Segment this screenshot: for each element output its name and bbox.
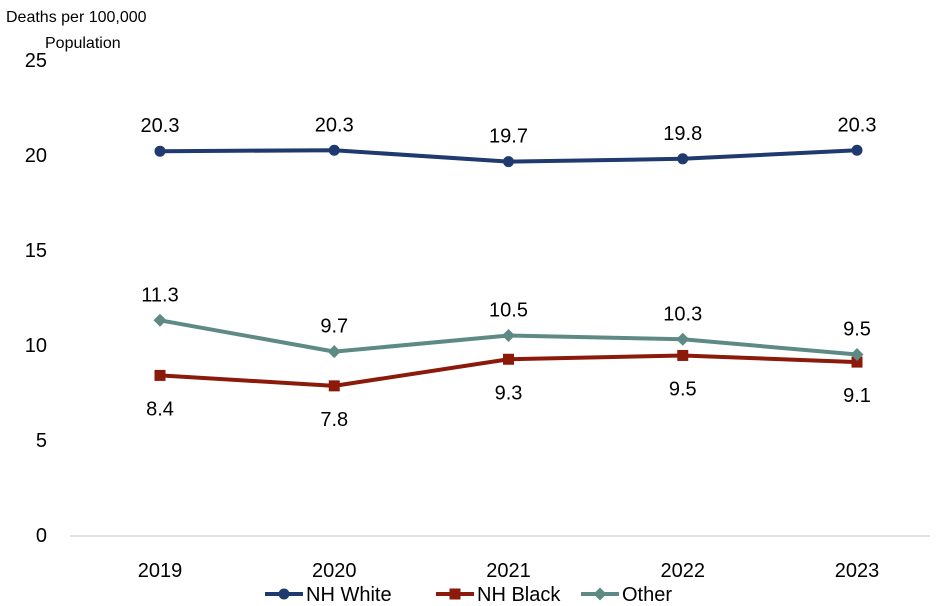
y-axis-label-line-2: Population xyxy=(45,35,121,52)
x-tick-label-2021: 2021 xyxy=(486,560,531,582)
legend-marker-nh-white xyxy=(278,588,290,600)
point-nh-black-2021 xyxy=(503,353,514,365)
series-layer xyxy=(153,144,864,392)
x-tick-label-2022: 2022 xyxy=(661,560,706,582)
legend-marker-other xyxy=(593,587,607,601)
data-label-other-2022: 10.3 xyxy=(663,303,702,325)
legend-item-nh-black: NH Black xyxy=(436,584,561,606)
point-nh-black-2022 xyxy=(677,349,689,361)
point-nh-black-2023 xyxy=(851,356,863,368)
x-tick-label-2020: 2020 xyxy=(312,560,357,582)
data-label-nh-white-2023: 20.3 xyxy=(838,114,877,136)
x-tick-label-2019: 2019 xyxy=(138,560,183,582)
legend-item-other: Other xyxy=(581,584,672,606)
data-label-other-2021: 10.5 xyxy=(489,300,528,322)
data-label-nh-white-2021: 19.7 xyxy=(489,126,528,148)
data-label-nh-black-2020: 7.8 xyxy=(320,409,348,431)
point-nh-white-2023 xyxy=(851,144,863,156)
y-tick-label-15: 15 xyxy=(25,240,47,262)
data-labels: 20.3 20.3 19.7 19.8 20.3 8.4 7.8 9.3 9.5 9.1 11.3 9… xyxy=(141,114,877,431)
legend-label-other: Other xyxy=(622,584,672,606)
data-label-other-2020: 9.7 xyxy=(320,316,348,338)
point-nh-black-2019 xyxy=(154,369,166,381)
x-tick-labels: 2019 2020 2021 2022 2023 xyxy=(138,560,880,582)
point-nh-white-2022 xyxy=(677,153,689,165)
y-tick-label-5: 5 xyxy=(36,430,47,452)
point-nh-white-2019 xyxy=(154,145,166,157)
series-nh-white xyxy=(154,144,863,168)
data-label-nh-black-2023: 9.1 xyxy=(843,385,871,407)
point-nh-white-2021 xyxy=(503,156,514,168)
point-other-2022 xyxy=(676,332,690,346)
y-tick-labels: 0 5 10 15 20 25 xyxy=(25,50,47,547)
data-label-nh-white-2022: 19.8 xyxy=(663,123,702,145)
point-other-2020 xyxy=(327,345,341,359)
point-other-2019 xyxy=(153,313,167,327)
point-other-2023 xyxy=(850,348,864,361)
legend: NH White NH Black Other xyxy=(265,584,672,606)
y-axis-label: Deaths per 100,000 Population xyxy=(6,9,147,52)
data-label-nh-white-2019: 20.3 xyxy=(141,115,180,137)
point-nh-white-2020 xyxy=(328,144,340,156)
y-tick-label-0: 0 xyxy=(36,525,47,547)
x-tick-label-2023: 2023 xyxy=(835,560,880,582)
series-other xyxy=(153,313,864,361)
legend-marker-nh-black xyxy=(449,588,461,600)
legend-label-nh-white: NH White xyxy=(306,584,392,606)
point-nh-black-2020 xyxy=(328,380,340,392)
data-label-nh-white-2020: 20.3 xyxy=(315,114,354,136)
y-tick-label-20: 20 xyxy=(25,145,47,167)
series-nh-black xyxy=(154,349,863,392)
point-other-2021 xyxy=(502,329,515,342)
data-label-nh-black-2019: 8.4 xyxy=(146,398,174,420)
data-label-nh-black-2022: 9.5 xyxy=(669,378,697,400)
data-label-other-2023: 9.5 xyxy=(843,319,871,341)
data-label-nh-black-2021: 9.3 xyxy=(495,382,523,404)
legend-label-nh-black: NH Black xyxy=(477,584,561,606)
legend-item-nh-white: NH White xyxy=(265,584,392,606)
y-tick-label-25: 25 xyxy=(25,50,47,72)
data-label-other-2019: 11.3 xyxy=(141,284,178,306)
y-axis-label-line-1: Deaths per 100,000 xyxy=(6,9,147,26)
y-tick-label-10: 10 xyxy=(25,335,47,357)
